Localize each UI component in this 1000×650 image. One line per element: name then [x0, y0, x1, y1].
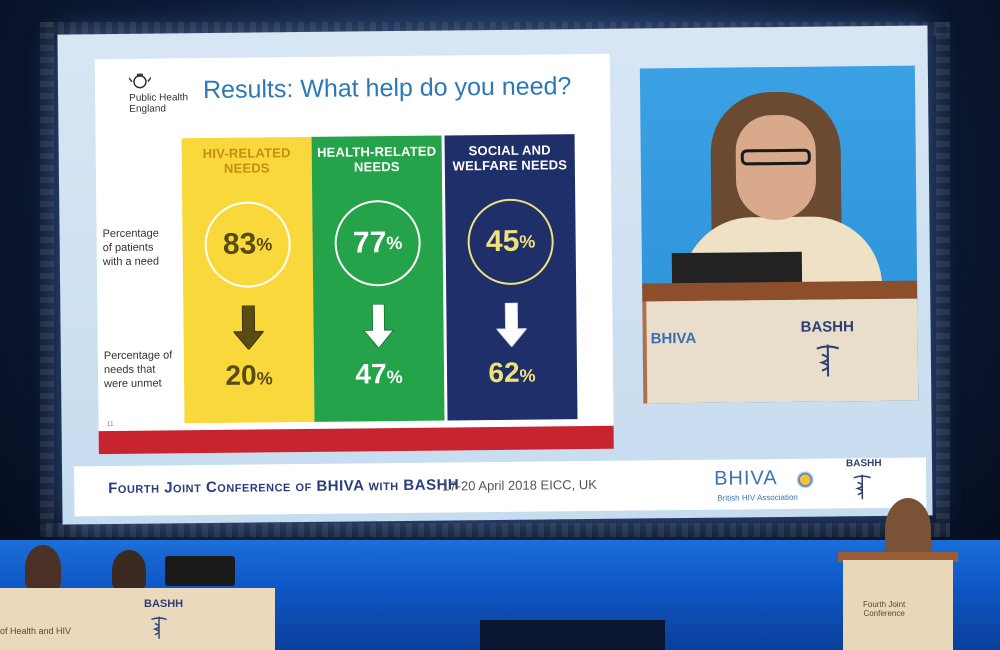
bashh-logo: BASHH	[845, 457, 882, 470]
column-heading: SOCIAL AND WELFARE NEEDS	[452, 142, 568, 174]
column-social-welfare: SOCIAL AND WELFARE NEEDS 45% 62%	[444, 134, 578, 421]
panel-desk-text: of Health and HIV	[0, 626, 72, 636]
lectern-front	[642, 298, 919, 404]
lighting-truss-left	[40, 22, 54, 537]
lighting-truss-right	[936, 22, 950, 537]
bhiva-sun-icon	[796, 470, 815, 489]
podium-bhiva-logo: BHIVA	[650, 329, 697, 348]
confidence-monitor	[480, 620, 665, 650]
conference-date: 17-20 April 2018 EICC, UK	[442, 476, 597, 494]
column-heading: HIV-RELATED NEEDS	[202, 145, 291, 176]
need-percentage-circle: 45%	[467, 198, 555, 286]
column-health-related: HEALTH-RELATED NEEDS 77% 47%	[311, 135, 445, 422]
row-label-unmet: Percentage of needs that were unmet	[103, 349, 173, 391]
podium-bashh-logo: BASHH	[800, 318, 854, 336]
presentation-slide: Public Health England Results: What help…	[94, 53, 614, 455]
need-percentage-circle: 77%	[334, 199, 422, 287]
conference-banner: Fourth Joint Conference of BHIVA with BA…	[73, 457, 927, 517]
need-percentage-value: 45	[485, 224, 520, 259]
caduceus-icon	[816, 344, 840, 377]
unmet-percentage: 20%	[225, 359, 273, 391]
unmet-percentage: 47%	[355, 358, 403, 390]
down-arrow-icon	[496, 302, 527, 347]
down-arrow-icon	[363, 304, 394, 349]
phe-logo: Public Health England	[115, 72, 195, 115]
slide-footer-bar	[98, 425, 614, 455]
speaker-face	[735, 114, 817, 221]
bhiva-logo: BHIVA	[714, 467, 778, 490]
stage-lectern-top	[838, 552, 958, 562]
stage-lectern	[843, 560, 953, 650]
caduceus-icon	[151, 616, 167, 639]
panelist-woman	[25, 545, 61, 590]
down-arrow-icon	[233, 305, 264, 350]
panel-desk-bashh-sign: BASHH	[144, 598, 184, 610]
phe-logo-line2: England	[129, 103, 167, 115]
slide-title: Results: What help do you need?	[202, 72, 572, 105]
need-percentage-circle: 83%	[204, 201, 292, 289]
bhiva-subtitle: British HIV Association	[717, 492, 798, 503]
caduceus-icon	[853, 474, 871, 500]
speaker-glasses	[740, 148, 811, 166]
row-label-with-need: Percentage of patients with a need	[102, 227, 160, 269]
column-hiv-related: HIV-RELATED NEEDS 83% 20%	[181, 136, 315, 424]
speaker-video-feed: BHIVA BASHH	[639, 65, 919, 404]
need-percentage-value: 77	[352, 226, 387, 260]
column-heading: HEALTH-RELATED NEEDS	[316, 143, 437, 175]
phe-logo-line1: Public Health	[129, 92, 189, 104]
panelist-man	[112, 550, 146, 590]
unmet-percentage: 62%	[488, 356, 536, 389]
lighting-truss-bottom	[40, 523, 950, 537]
royal-crest-icon	[128, 73, 152, 89]
stage-lectern-text: Fourth Joint Conference	[863, 600, 906, 618]
speaker-on-stage	[885, 498, 931, 560]
laptop	[165, 556, 235, 586]
slide-number: 11	[106, 420, 114, 429]
need-percentage-value: 83	[222, 227, 257, 261]
conference-title: Fourth Joint Conference of BHIVA with BA…	[108, 476, 460, 498]
projection-screen: Public Health England Results: What help…	[57, 25, 933, 525]
panel-desk	[0, 588, 275, 650]
